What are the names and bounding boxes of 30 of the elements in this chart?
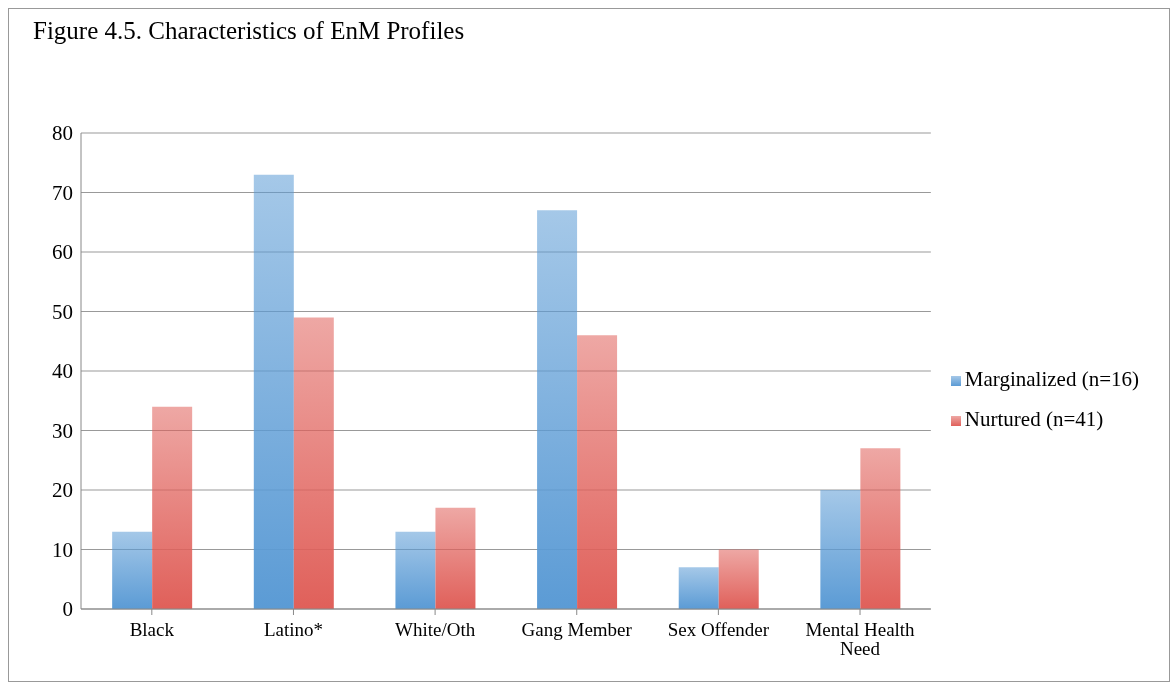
bar: [678, 567, 719, 609]
y-tick-label: 70: [52, 180, 73, 205]
bar: [577, 335, 618, 609]
legend-label: Nurtured (n=41): [964, 407, 1104, 431]
legend-label: Marginalized (n=16): [964, 367, 1139, 391]
x-tick-label: White/Oth: [395, 619, 476, 641]
x-tick-label: Black: [129, 619, 175, 641]
y-tick-label: 80: [52, 121, 73, 146]
y-tick-label: 30: [52, 418, 73, 443]
bar: [435, 507, 476, 609]
x-tick-label: Latino*: [263, 619, 324, 641]
chart-title: Figure 4.5. Characteristics of EnM Profiles: [33, 17, 465, 45]
bar: [395, 531, 436, 609]
y-tick-label: 0: [62, 597, 73, 622]
bar: [718, 549, 759, 609]
bar: [293, 317, 334, 609]
bar: [537, 210, 578, 609]
y-tick-label: 60: [52, 240, 73, 265]
bar: [253, 174, 294, 609]
x-tick-label: Mental Health Need: [805, 619, 916, 660]
y-tick-label: 50: [52, 299, 73, 324]
y-tick-label: 10: [52, 537, 73, 562]
x-tick-label: Sex Offender: [667, 619, 770, 641]
bar: [860, 448, 901, 609]
bar: [152, 406, 193, 609]
y-tick-label: 40: [52, 359, 73, 384]
bar: [820, 490, 861, 609]
y-tick-label: 20: [52, 478, 73, 503]
x-tick-label: Gang Member: [521, 619, 633, 641]
bar: [112, 531, 153, 609]
